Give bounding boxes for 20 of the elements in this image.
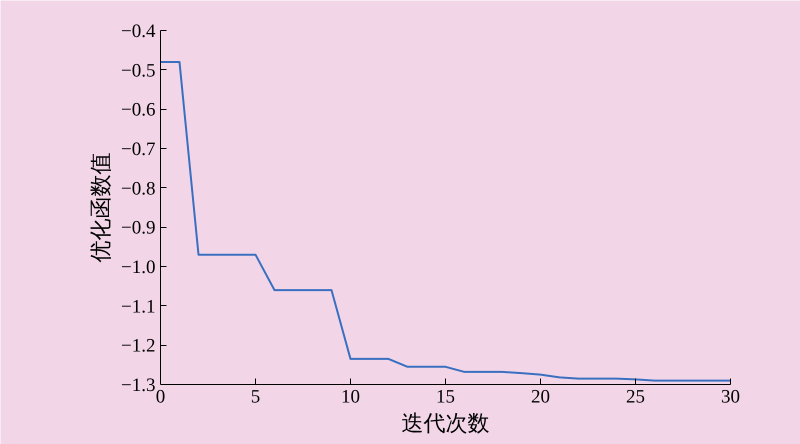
y-tick-label: −0.7 (121, 139, 156, 160)
x-tick-label: 20 (531, 386, 550, 408)
y-tick-label: −1.2 (121, 336, 156, 357)
x-axis-title: 迭代次数 (402, 410, 490, 436)
line-series (160, 60, 730, 382)
y-tick-label: −0.9 (121, 218, 156, 239)
x-tick-label: 5 (250, 386, 260, 408)
y-tick-label: −0.8 (121, 178, 156, 200)
x-tick-label: 15 (436, 386, 455, 408)
y-axis-title: 优化函数值 (88, 152, 114, 262)
x-tick-label: 30 (721, 386, 740, 408)
x-tick-label: 25 (626, 386, 645, 408)
x-tick-label: 0 (156, 386, 166, 408)
x-tick-label: 10 (341, 386, 360, 408)
y-tick-label: −0.4 (121, 21, 156, 42)
y-tick-label: −0.5 (121, 60, 156, 82)
y-tick-label: −1.0 (121, 257, 156, 278)
y-tick-label: −1.1 (121, 296, 156, 318)
y-tick-label: −1.3 (121, 375, 156, 396)
y-tick-label: −0.6 (121, 100, 156, 121)
